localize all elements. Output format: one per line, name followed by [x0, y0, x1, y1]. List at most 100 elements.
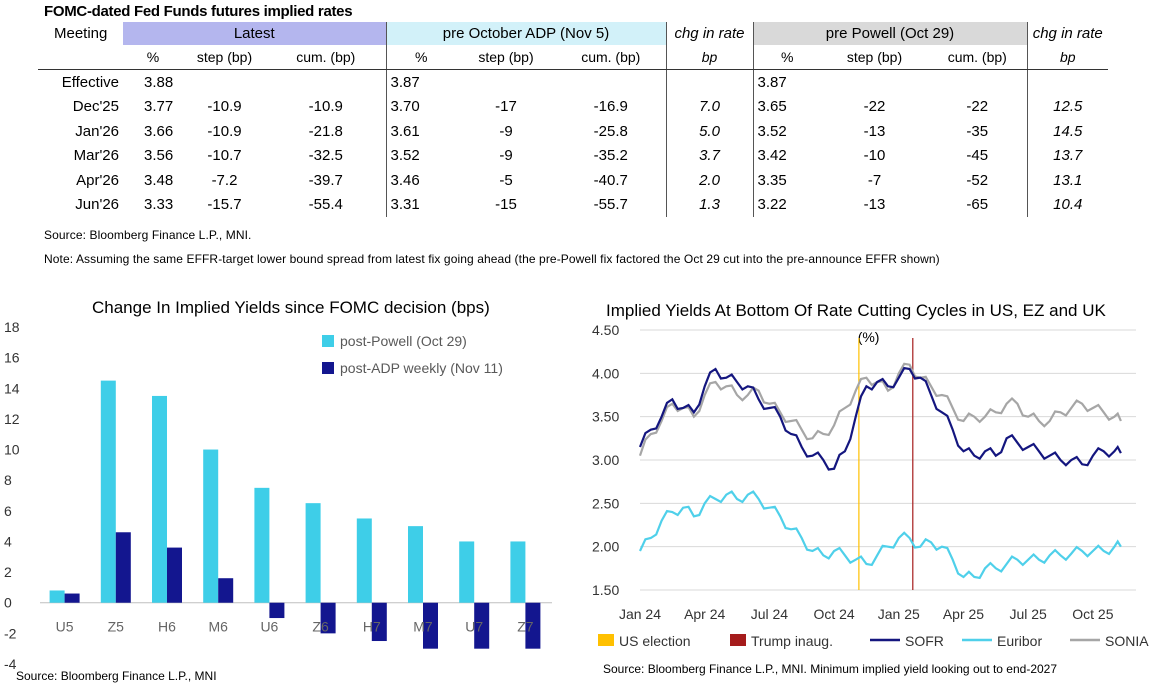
- legend-swatch: [322, 335, 334, 347]
- table-cell-a-pct: 3.52: [385, 143, 456, 168]
- table-cell-p-cum: -45: [966, 147, 989, 165]
- line-chart: 4.50 4.00 3.50 3.00 2.50 2.00 1.50 (%) Jan 24 Apr…: [592, 322, 1149, 649]
- table-cell-l-cum: -39.7: [308, 171, 343, 189]
- table-cell-c1: 3.7: [665, 143, 753, 168]
- bar-post-powell: [305, 503, 321, 603]
- x-tick-label: Jan 25: [878, 606, 920, 622]
- x-tick-label: Oct 25: [1072, 606, 1113, 622]
- table-cell-a-cum: -55.7: [593, 196, 628, 214]
- bar-post-adp: [371, 602, 387, 642]
- x-tick-label: Oct 24: [813, 606, 854, 622]
- y-tick-label: 12: [4, 411, 20, 427]
- table-cell-a-step: -5: [499, 171, 513, 189]
- legend-label: post-Powell (Oct 29): [340, 333, 467, 349]
- table-cell-p-cum: -35: [966, 122, 989, 140]
- y-tick-label: 10: [4, 442, 20, 458]
- table-cell-l-cum: -55.4: [308, 196, 343, 214]
- table-cell-l-step: -10.7: [207, 147, 242, 165]
- table-cell-a-cum: -16.9: [593, 98, 628, 116]
- table-row: Apr'26 3.48 -7.2 -39.7 3.46 -5 -40.7 2.0 3.35 -7 -…: [38, 168, 1108, 193]
- table-cell-a-cum: -40.7: [593, 171, 628, 189]
- bar-post-powell: [49, 590, 65, 603]
- y-tick-label: 4: [4, 533, 12, 549]
- table-cell-l-pct: 3.66: [144, 122, 174, 140]
- table-cell-l-pct: 3.77: [144, 98, 174, 116]
- header-chg-2: chg in rate: [1026, 22, 1108, 45]
- bar-post-powell: [152, 395, 167, 603]
- subheader-bp: bp: [665, 45, 753, 70]
- table-cell-meeting: Jun'26: [75, 196, 119, 214]
- table-cell-a-step: -9: [499, 122, 513, 140]
- bar-chart-source: Source: Bloomberg Finance L.P., MNI: [16, 669, 217, 683]
- table-cell-c2: 12.5: [1026, 94, 1108, 119]
- line-chart-source: Source: Bloomberg Finance L.P., MNI. Min…: [603, 662, 1058, 676]
- x-tick-label: H6: [158, 619, 176, 635]
- y-tick-label: 16: [4, 350, 20, 366]
- x-tick-label: Apr 25: [943, 606, 984, 622]
- rates-table: Meeting Latest pre October ADP (Nov 5) c…: [38, 22, 1108, 217]
- table-cell-c2: 13.7: [1026, 143, 1108, 168]
- bar-post-adp: [525, 602, 541, 649]
- bar-post-adp: [64, 593, 80, 603]
- table-cell-meeting: Apr'26: [76, 171, 119, 189]
- subheader-bp: bp: [1026, 45, 1108, 70]
- x-tick-label: M6: [208, 619, 228, 635]
- series-line-sofr: [638, 366, 1122, 471]
- x-tick-label: U7: [465, 619, 483, 635]
- x-tick-label: M7: [413, 619, 433, 635]
- table-cell-a-cum: -25.8: [593, 122, 628, 140]
- table-row: Mar'26 3.56 -10.7 -32.5 3.52 -9 -35.2 3.7 3.42 -1…: [38, 143, 1108, 168]
- table-cell-a-pct: 3.61: [385, 119, 456, 144]
- table-cell-a-pct: 3.46: [385, 168, 456, 193]
- table-row: Jan'26 3.66 -10.9 -21.8 3.61 -9 -25.8 5.0 3.52 -1…: [38, 119, 1108, 144]
- y-tick-label: 14: [4, 380, 20, 396]
- legend-swatch: [598, 634, 614, 646]
- y-tick-label: 0: [4, 595, 12, 611]
- x-tick-label: Z6: [312, 619, 329, 635]
- header-pre-adp: pre October ADP (Nov 5): [385, 22, 666, 45]
- table-cell-a-cum: -35.2: [593, 147, 628, 165]
- table-cell-meeting: Effective: [61, 73, 119, 91]
- y-tick-label: 6: [4, 503, 12, 519]
- table-cell-a-step: -17: [495, 98, 517, 116]
- table-cell-p-cum: [928, 70, 1027, 95]
- table-cell-p-step: -13: [863, 196, 886, 214]
- bar-post-adp: [218, 578, 234, 603]
- table-cell-l-step: -15.7: [207, 196, 242, 214]
- legend-label: Trump inaug.: [751, 633, 833, 649]
- legend-label: SOFR: [905, 633, 944, 649]
- y-tick-label: 8: [4, 472, 12, 488]
- table-subheader-row: % step (bp) cum. (bp) % step (bp) cum. (…: [38, 45, 1108, 70]
- table-cell-p-step: [821, 70, 928, 95]
- line-chart-title: Implied Yields At Bottom Of Rate Cutting…: [606, 301, 1106, 320]
- table-cell-l-pct: 3.56: [144, 147, 174, 165]
- y-tick-label: 18: [4, 319, 20, 335]
- x-tick-label: Jan 24: [619, 606, 661, 622]
- table-row: Jun'26 3.33 -15.7 -55.4 3.31 -15 -55.7 1.3 3.22 -…: [38, 192, 1108, 217]
- table-cell-a-cum: [556, 70, 666, 95]
- x-tick-label: H7: [363, 619, 381, 635]
- table-cell-a-step: [456, 70, 556, 95]
- bar-post-adp: [320, 602, 336, 634]
- table-cell-p-cum: -52: [966, 171, 989, 189]
- table-cell-p-cum: -65: [966, 196, 989, 214]
- table-cell-l-step: [183, 70, 266, 95]
- table-cell-c2: [1026, 69, 1108, 95]
- table-cell-l-cum: -32.5: [308, 147, 343, 165]
- y-tick-label: 4.00: [592, 365, 619, 381]
- table-row: Dec'25 3.77 -10.9 -10.9 3.70 -17 -16.9 7.0 3.65 -…: [38, 94, 1108, 119]
- bar-post-adp: [423, 602, 438, 649]
- table-cell-p-pct: 3.65: [752, 94, 821, 119]
- header-latest: Latest: [123, 22, 386, 45]
- y-tick-label: 4.50: [592, 322, 619, 338]
- bar-post-powell: [100, 380, 116, 603]
- x-tick-label: Jul 25: [1009, 606, 1047, 622]
- table-cell-l-step: -10.9: [207, 98, 242, 116]
- series-line-sonia: [638, 362, 1122, 457]
- subheader-step: step (bp): [456, 45, 556, 70]
- table-cell-c1: 7.0: [665, 94, 753, 119]
- bar-chart-title: Change In Implied Yields since FOMC deci…: [92, 298, 490, 317]
- table-cell-l-cum: [266, 70, 386, 95]
- legend-label: post-ADP weekly (Nov 11): [340, 360, 503, 376]
- table-cell-p-pct: 3.35: [752, 168, 821, 193]
